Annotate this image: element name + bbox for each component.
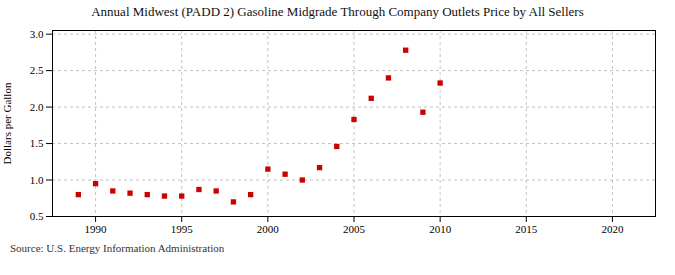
svg-text:1.0: 1.0 [30, 174, 44, 186]
svg-text:2005: 2005 [343, 223, 366, 235]
svg-text:1995: 1995 [171, 223, 194, 235]
html-text:Annual Midwest (PADD 2) Gasoli: Annual Midwest (PADD 2) Gasoline Midgrad… [91, 4, 584, 19]
svg-text:2020: 2020 [601, 223, 624, 235]
svg-text:2000: 2000 [257, 223, 280, 235]
svg-text:1.5: 1.5 [30, 137, 44, 149]
html-text:Source: U.S. Energy Informatio: Source: U.S. Energy Information Administ… [10, 242, 225, 254]
svg-text:0.5: 0.5 [30, 210, 44, 222]
svg-text:2.0: 2.0 [30, 101, 44, 113]
svg-text:Dollars per Gallon: Dollars per Gallon [1, 82, 13, 164]
svg-text:2.5: 2.5 [30, 64, 44, 76]
svg-text:2015: 2015 [515, 223, 538, 235]
svg-text:2010: 2010 [429, 223, 452, 235]
svg-text:1990: 1990 [85, 223, 108, 235]
svg-text:3.0: 3.0 [30, 28, 44, 40]
